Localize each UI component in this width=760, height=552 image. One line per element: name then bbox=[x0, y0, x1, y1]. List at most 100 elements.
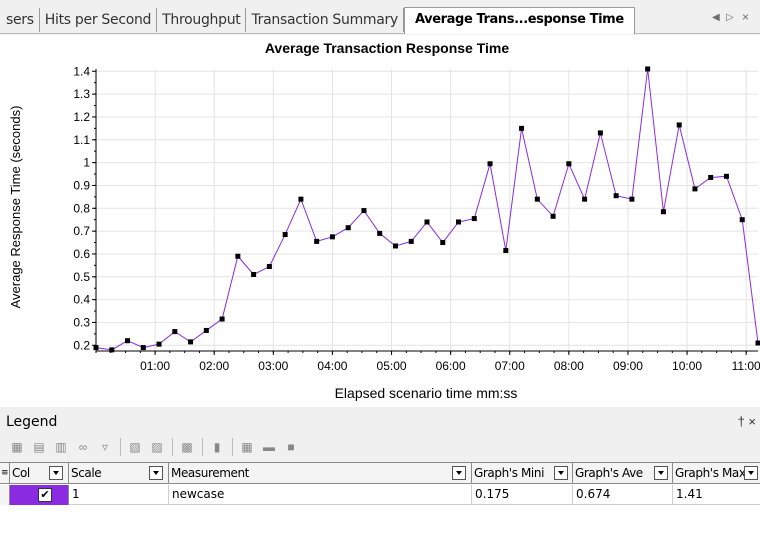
x-tick-label: 01:00 bbox=[140, 359, 170, 373]
expand-icon[interactable]: ▦ bbox=[241, 440, 253, 454]
data-point bbox=[550, 213, 556, 219]
x-tick-label: 05:00 bbox=[377, 359, 407, 373]
legend-header: Legend † × bbox=[0, 412, 760, 432]
filter-icon[interactable]: ▿ bbox=[101, 440, 109, 454]
data-point bbox=[487, 161, 493, 167]
properties-icon[interactable]: ▩ bbox=[181, 440, 193, 454]
tab-transaction-summary[interactable]: Transaction Summary bbox=[246, 8, 404, 32]
chevron-down-icon[interactable] bbox=[554, 466, 568, 480]
chevron-down-icon[interactable] bbox=[452, 466, 466, 480]
table-row[interactable]: ✔ 1 newcase 0.175 0.674 1.41 bbox=[0, 485, 760, 505]
data-point bbox=[534, 196, 540, 202]
chevron-down-icon[interactable] bbox=[744, 466, 758, 480]
y-tick-label: 1 bbox=[83, 156, 90, 170]
show-only-icon[interactable]: ▥ bbox=[55, 440, 67, 454]
legend-toolbar: ▦ ▤ ▥ ∞ ▿ ▧ ▨ ▩ ▮ ▦ ▬ ■ bbox=[0, 433, 760, 461]
legend-pin-close-icon[interactable]: † × bbox=[737, 414, 756, 429]
graph-tab-strip: sers Hits per Second Throughput Transact… bbox=[0, 0, 760, 34]
scale-cell: 1 bbox=[69, 485, 169, 505]
column-header-graph-min[interactable]: Graph's Mini bbox=[472, 463, 573, 484]
graph-max-cell: 1.41 bbox=[676, 487, 703, 501]
data-point bbox=[629, 196, 635, 202]
x-tick-label: 11:00 bbox=[732, 359, 760, 373]
data-point bbox=[440, 240, 446, 246]
scroll-left-icon[interactable]: ◀ bbox=[712, 12, 720, 23]
data-point bbox=[298, 196, 304, 202]
column-header-measurement-label: Measurement bbox=[171, 466, 249, 480]
column-header-graph-avg-label: Graph's Ave bbox=[575, 466, 643, 480]
data-point bbox=[392, 243, 398, 249]
collapse-icon[interactable]: ▬ bbox=[263, 440, 275, 454]
data-point bbox=[708, 174, 714, 180]
data-point bbox=[172, 329, 178, 335]
chevron-down-icon[interactable] bbox=[654, 466, 668, 480]
column-header-color[interactable]: Col bbox=[10, 463, 69, 484]
y-tick-label: 1.4 bbox=[73, 64, 90, 78]
export-icon[interactable]: ■ bbox=[287, 440, 295, 454]
tab-throughput[interactable]: Throughput bbox=[157, 8, 247, 32]
data-point bbox=[251, 272, 257, 278]
row-menu-icon[interactable]: ≡ bbox=[0, 463, 10, 484]
data-point bbox=[566, 161, 572, 167]
series-visible-checkbox[interactable]: ✔ bbox=[38, 488, 52, 502]
graph-avg-cell: 0.674 bbox=[573, 485, 673, 505]
data-point bbox=[613, 193, 619, 199]
tab-average-transaction-response-time[interactable]: Average Trans...esponse Time bbox=[403, 7, 635, 34]
data-point bbox=[471, 216, 477, 222]
x-axis-label: Elapsed scenario time mm:ss bbox=[335, 385, 518, 401]
x-tick-label: 06:00 bbox=[436, 359, 466, 373]
data-point bbox=[408, 238, 414, 244]
tab-hits-per-second[interactable]: Hits per Second bbox=[40, 8, 158, 32]
data-point bbox=[219, 316, 225, 322]
tab-list: sers Hits per Second Throughput Transact… bbox=[0, 7, 635, 34]
y-tick-label: 1.3 bbox=[73, 87, 90, 101]
close-tab-icon[interactable]: × bbox=[742, 10, 750, 24]
hide-icon[interactable]: ▤ bbox=[33, 440, 45, 454]
column-header-graph-max[interactable]: Graph's Max bbox=[673, 463, 760, 484]
data-point bbox=[456, 219, 462, 225]
x-tick-label: 08:00 bbox=[554, 359, 584, 373]
data-point bbox=[660, 209, 666, 215]
column-header-scale-label: Scale bbox=[71, 466, 102, 480]
configure-icon[interactable]: ▧ bbox=[129, 440, 141, 454]
row-header[interactable] bbox=[0, 485, 10, 505]
chart-panel: Average Transaction Response Time Averag… bbox=[0, 35, 760, 407]
legend-grid: ≡ Col Scale Measurement Graph's Mini Gra… bbox=[0, 462, 760, 552]
data-point bbox=[582, 196, 588, 202]
toolbar-separator bbox=[120, 438, 121, 456]
chevron-down-icon[interactable] bbox=[49, 466, 63, 480]
data-point bbox=[93, 345, 99, 351]
data-point bbox=[503, 248, 509, 254]
toolbar-separator bbox=[232, 438, 233, 456]
data-point bbox=[282, 232, 288, 238]
data-point bbox=[125, 338, 131, 344]
chevron-down-icon[interactable] bbox=[149, 466, 163, 480]
column-header-scale[interactable]: Scale bbox=[69, 463, 169, 484]
data-point bbox=[723, 173, 729, 179]
data-point bbox=[597, 130, 603, 136]
y-tick-label: 1.1 bbox=[73, 133, 90, 147]
data-point bbox=[109, 347, 115, 353]
scale-icon[interactable]: ▨ bbox=[151, 440, 163, 454]
scroll-right-icon[interactable]: ▷ bbox=[726, 12, 734, 23]
tab-users[interactable]: sers bbox=[0, 8, 40, 32]
data-point bbox=[235, 253, 241, 259]
column-header-color-label: Col bbox=[12, 466, 30, 480]
y-tick-label: 0.3 bbox=[73, 315, 90, 329]
y-tick-label: 0.4 bbox=[73, 293, 90, 307]
y-tick-label: 0.9 bbox=[73, 178, 90, 192]
show-icon[interactable]: ▦ bbox=[11, 440, 23, 454]
column-header-graph-avg[interactable]: Graph's Ave bbox=[573, 463, 673, 484]
series-color-cell[interactable]: ✔ bbox=[10, 485, 69, 505]
data-point bbox=[156, 341, 162, 347]
data-point bbox=[755, 340, 760, 346]
data-point bbox=[345, 225, 351, 231]
column-header-measurement[interactable]: Measurement bbox=[169, 463, 472, 484]
columns-icon[interactable]: ▮ bbox=[213, 440, 221, 454]
legend-title: Legend bbox=[6, 414, 58, 430]
chart-title: Average Transaction Response Time bbox=[265, 40, 510, 56]
data-point bbox=[314, 238, 320, 244]
x-tick-label: 02:00 bbox=[199, 359, 229, 373]
data-point bbox=[377, 230, 383, 236]
link-icon[interactable]: ∞ bbox=[78, 440, 88, 454]
